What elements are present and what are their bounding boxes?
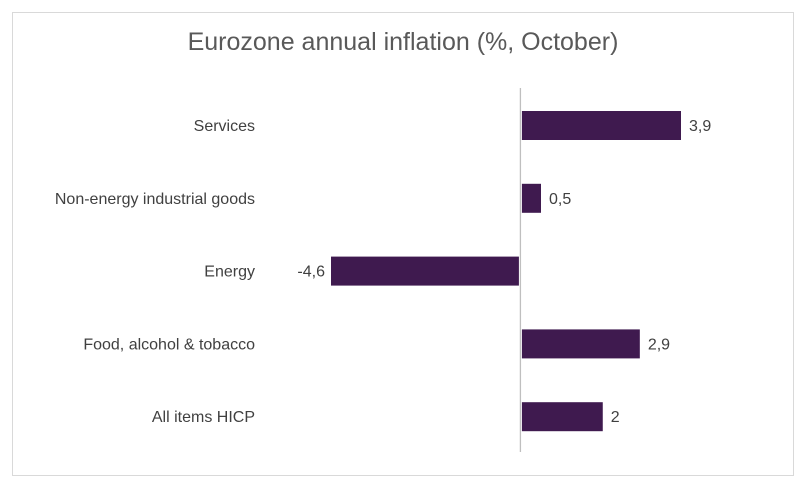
data-label: 0,5 — [549, 191, 571, 208]
bar-energy — [331, 256, 519, 286]
data-label: -4,6 — [297, 264, 325, 281]
bar-food-alcohol-tobacco — [521, 329, 640, 359]
data-label: 2 — [611, 409, 620, 426]
data-label: 3,9 — [689, 118, 711, 135]
data-label: 2,9 — [648, 336, 670, 353]
chart-frame — [12, 12, 794, 476]
category-label: Non-energy industrial goods — [55, 191, 255, 208]
labels-layer: Services 3,9 Non-energy industrial goods 0,… — [55, 118, 711, 426]
bars-layer — [331, 111, 681, 432]
bar-services — [521, 111, 681, 140]
category-label: All items HICP — [152, 409, 255, 426]
chart-title: Eurozone annual inflation (%, October) — [187, 28, 619, 56]
category-label: Food, alcohol & tobacco — [83, 336, 255, 353]
category-label: Services — [194, 118, 255, 135]
bar-all-items-hicp — [521, 402, 603, 432]
category-label: Energy — [204, 264, 255, 281]
bar-non-energy-industrial-goods — [521, 183, 541, 213]
